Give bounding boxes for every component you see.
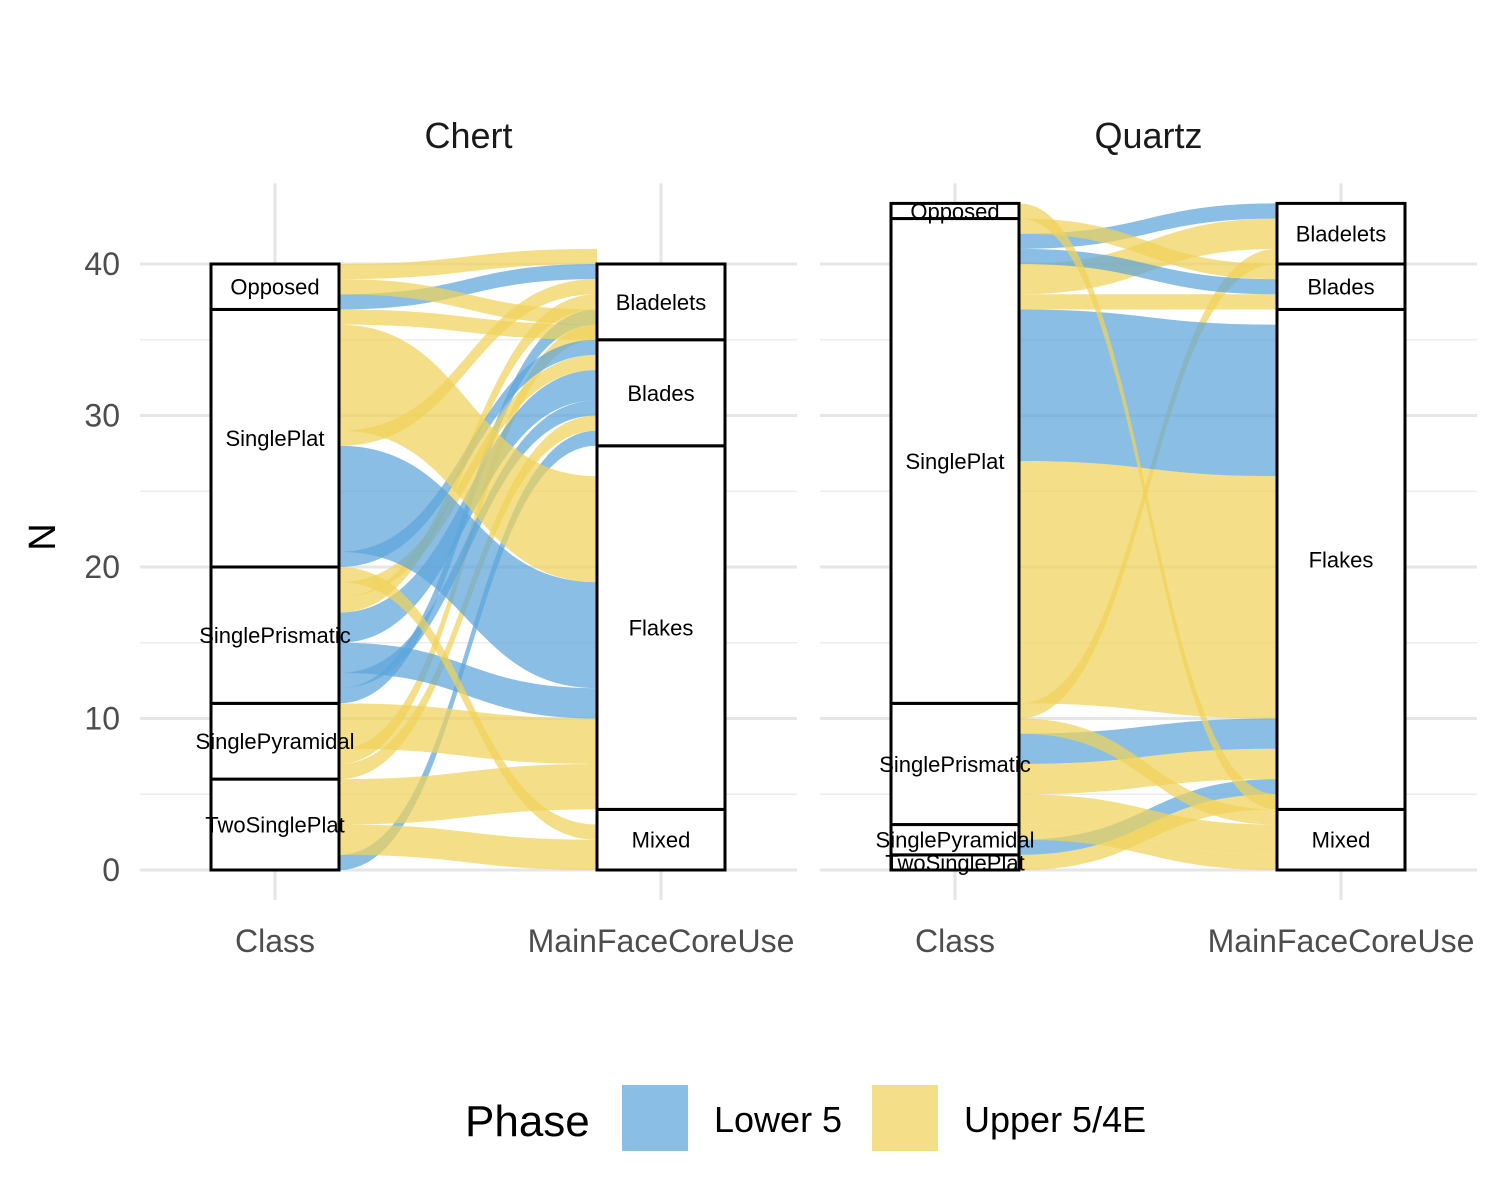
stratum-label: SinglePyramidal	[196, 729, 355, 754]
y-tick-label: 10	[84, 701, 120, 737]
legend: Phase Lower 5 Upper 5/4E	[465, 1085, 1146, 1151]
x-tick-label: Class	[915, 923, 995, 959]
stratum-box	[889, 201, 1021, 221]
y-tick-label: 20	[84, 549, 120, 585]
panel-chert: Chert TwoSinglePlat SinglePyramidal SingleP…	[140, 115, 797, 959]
legend-label: Upper 5/4E	[964, 1099, 1146, 1140]
flow-band	[1019, 248, 1277, 295]
stratum-label: Flakes	[629, 616, 694, 641]
stratum-box	[209, 701, 341, 781]
legend-swatch	[622, 1085, 688, 1151]
stratum-label: TwoSinglePlat	[205, 813, 344, 838]
stratum-label: SinglePrismatic	[879, 752, 1031, 777]
stratum-label: Flakes	[1309, 547, 1374, 572]
y-axis-title: N	[22, 523, 64, 550]
stratum-label: Opposed	[910, 199, 999, 224]
legend-label: Lower 5	[714, 1099, 842, 1140]
x-tick-label: MainFaceCoreUse	[1208, 923, 1475, 959]
stratum-label: Blades	[1307, 275, 1374, 300]
flow-band	[339, 279, 597, 446]
stratum-label: Mixed	[1312, 828, 1371, 853]
flow-band	[1019, 218, 1277, 280]
flow-band	[339, 264, 597, 310]
flow-band	[1019, 794, 1277, 855]
x-tick-label: Class	[235, 923, 315, 959]
panel-title: Quartz	[1094, 115, 1202, 156]
stratum-box	[1275, 262, 1407, 311]
stratum-box	[1275, 201, 1407, 266]
stratum-label: SinglePlat	[905, 449, 1004, 474]
flow-band	[339, 430, 597, 870]
stratum-label: TwoSinglePlat	[885, 850, 1024, 875]
flow-band	[339, 824, 597, 870]
stratum-label: SinglePlat	[225, 426, 324, 451]
stratum-box	[595, 444, 727, 811]
flow-band	[339, 567, 597, 840]
stratum-box	[209, 777, 341, 872]
stratum-box	[595, 807, 727, 872]
stratum-box	[1275, 307, 1407, 811]
y-tick-label: 40	[84, 246, 120, 282]
legend-swatch	[872, 1085, 938, 1151]
flow-band	[339, 763, 597, 825]
flow-band	[1019, 309, 1277, 477]
legend-title: Phase	[465, 1097, 590, 1146]
flow-band	[339, 309, 597, 340]
flow-band	[339, 445, 597, 689]
flow-band	[1019, 203, 1277, 810]
stratum-box	[889, 701, 1021, 827]
flow-band	[339, 642, 597, 719]
y-tick-label: 30	[84, 398, 120, 434]
flow-band	[339, 248, 597, 280]
panels-layer: ChertTwoSinglePlatSinglePyramidalSingleP…	[84, 115, 1477, 959]
flow-band	[1019, 294, 1277, 310]
flow-band	[339, 324, 597, 583]
strata-use: Mixed Flakes Blades Bladelets	[595, 262, 727, 872]
flow-band	[1019, 824, 1277, 870]
stratum-label: Blades	[627, 381, 694, 406]
stratum-box	[209, 565, 341, 705]
stratum-box	[889, 823, 1021, 857]
flows	[339, 248, 597, 870]
y-axis: 0 10 20 30 40	[84, 246, 120, 888]
flows	[1019, 203, 1277, 870]
stratum-label: SinglePrismatic	[199, 623, 351, 648]
panel-title: Chert	[424, 115, 512, 156]
flow-band	[1019, 718, 1277, 764]
flow-band	[339, 279, 597, 325]
stratum-box	[595, 262, 727, 342]
y-tick-label: 0	[102, 852, 120, 888]
flow-band	[1019, 460, 1277, 719]
stratum-label: Bladelets	[616, 290, 707, 315]
stratum-label: Opposed	[230, 275, 319, 300]
stratum-box	[209, 307, 341, 569]
strata-use: Mixed Flakes Blades Bladelets	[1275, 201, 1407, 872]
stratum-label: SinglePyramidal	[876, 828, 1035, 853]
flow-band	[1019, 718, 1277, 825]
stratum-label: Bladelets	[1296, 222, 1387, 247]
flow-band	[339, 703, 597, 764]
stratum-label: Mixed	[632, 828, 691, 853]
stratum-box	[209, 262, 341, 311]
x-tick-label: MainFaceCoreUse	[528, 923, 795, 959]
strata-class: TwoSinglePlat SinglePyramidal SinglePrisma…	[196, 262, 355, 872]
stratum-box	[889, 217, 1021, 705]
